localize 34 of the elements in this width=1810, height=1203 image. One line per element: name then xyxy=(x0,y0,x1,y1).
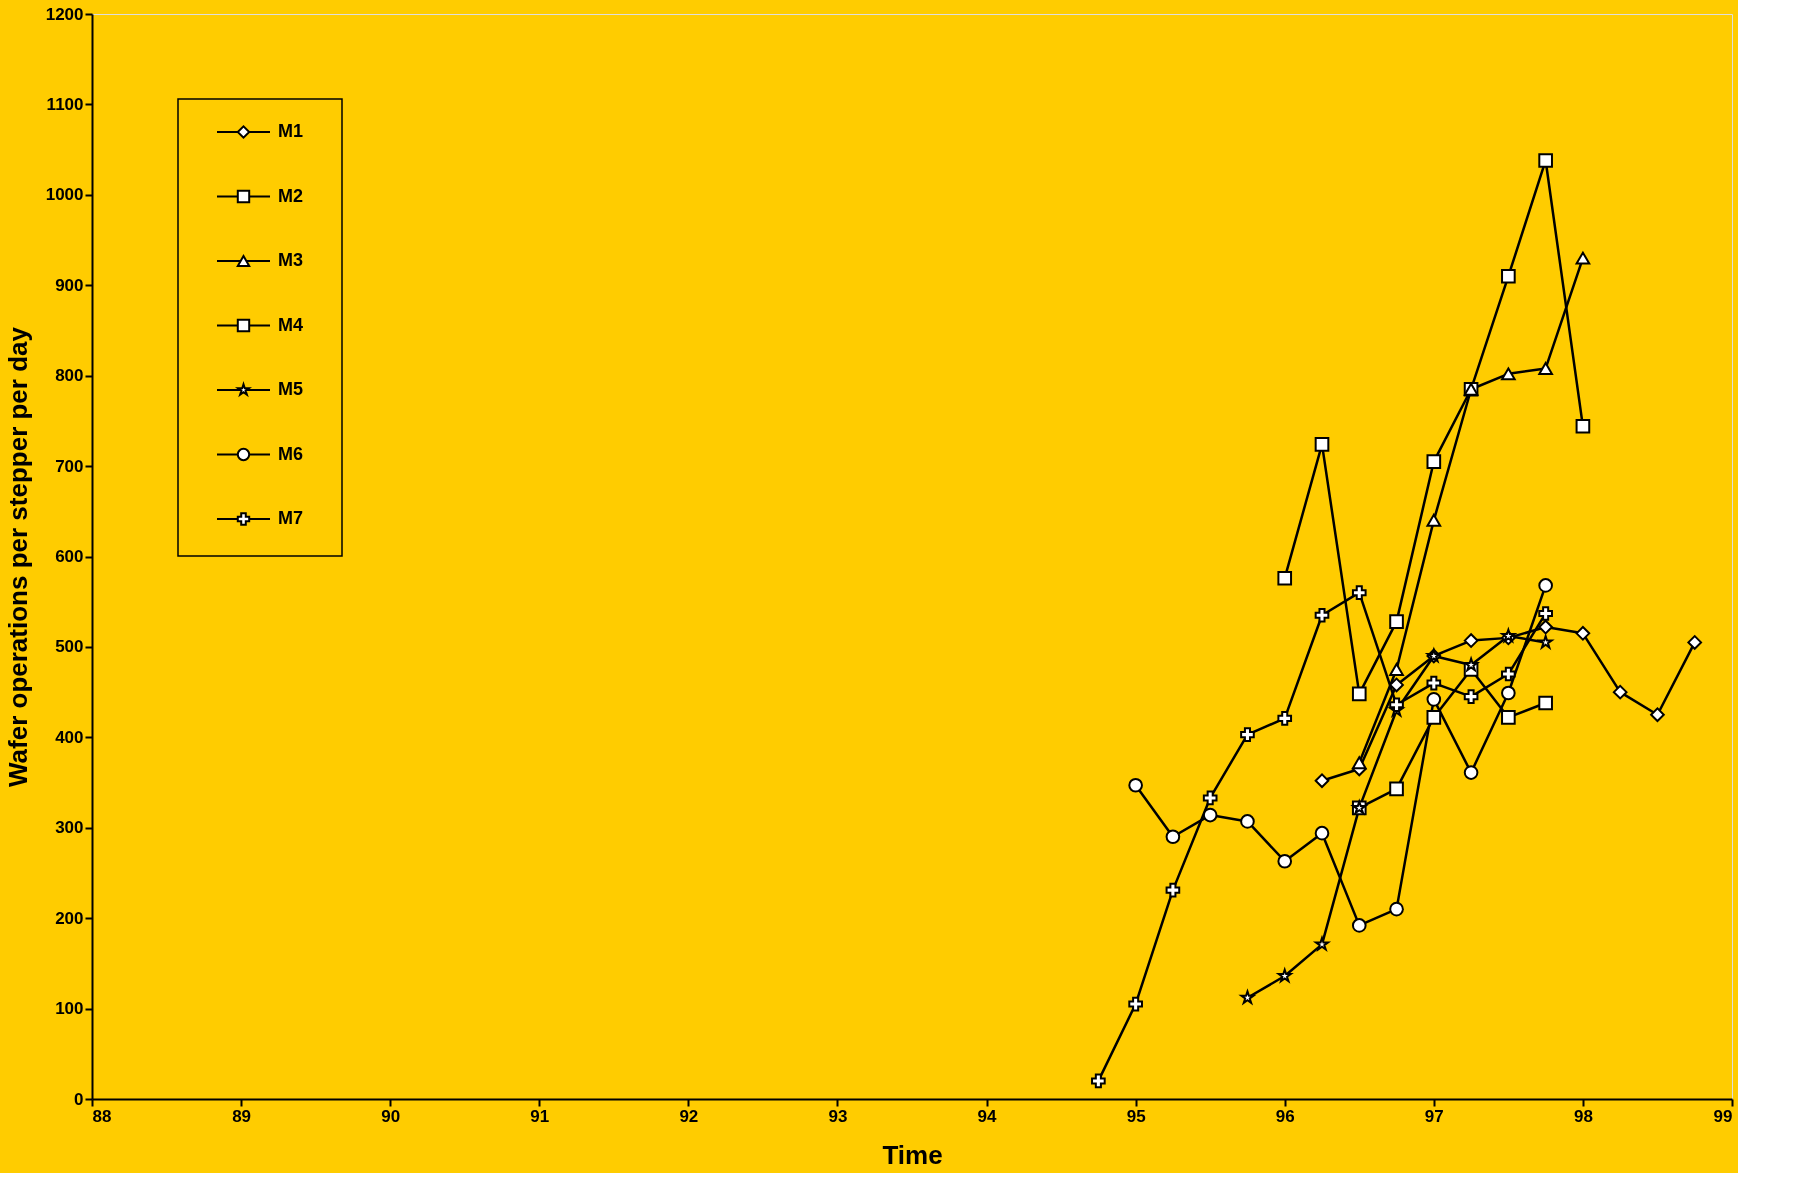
y-tick-label: 900 xyxy=(55,275,84,295)
x-tick-label: 88 xyxy=(92,1106,112,1126)
y-tick-label: 300 xyxy=(55,818,84,838)
x-tick-label: 98 xyxy=(1573,1106,1593,1126)
legend-label: M6 xyxy=(278,443,304,464)
y-tick-label: 100 xyxy=(55,999,84,1019)
x-tick-label: 93 xyxy=(828,1106,848,1126)
y-tick-label: 800 xyxy=(55,366,84,386)
x-tick-label: 90 xyxy=(381,1106,401,1126)
x-tick-label: 96 xyxy=(1275,1106,1295,1126)
y-axis-title: Wafer operations per stepper per day xyxy=(2,326,33,787)
legend-label: M2 xyxy=(278,185,304,206)
legend-label: M5 xyxy=(278,379,304,399)
y-tick-label: 700 xyxy=(55,456,84,476)
y-tick-label: 1200 xyxy=(45,4,84,24)
x-tick-label: 89 xyxy=(232,1106,252,1126)
x-tick-label: 95 xyxy=(1126,1106,1146,1126)
x-tick-label: 92 xyxy=(679,1106,699,1126)
y-tick-label: 1100 xyxy=(46,94,84,114)
x-tick-label: 94 xyxy=(977,1106,998,1126)
y-tick-label: 1000 xyxy=(45,185,84,205)
legend-label: M4 xyxy=(278,314,304,335)
x-axis-title: Time xyxy=(882,1139,943,1170)
legend-label: M7 xyxy=(278,508,304,528)
y-tick-label: 500 xyxy=(55,637,84,657)
legend-label: M3 xyxy=(278,250,304,270)
y-tick-label: 400 xyxy=(55,727,84,747)
y-tick-label: 600 xyxy=(55,547,84,566)
y-tick-label: 200 xyxy=(55,908,84,928)
x-tick-label: 99 xyxy=(1713,1106,1733,1126)
x-tick-label: 97 xyxy=(1424,1106,1444,1126)
legend-label: M1 xyxy=(278,121,304,141)
x-tick-label: 91 xyxy=(530,1106,550,1126)
y-tick-label: 0 xyxy=(74,1089,84,1109)
